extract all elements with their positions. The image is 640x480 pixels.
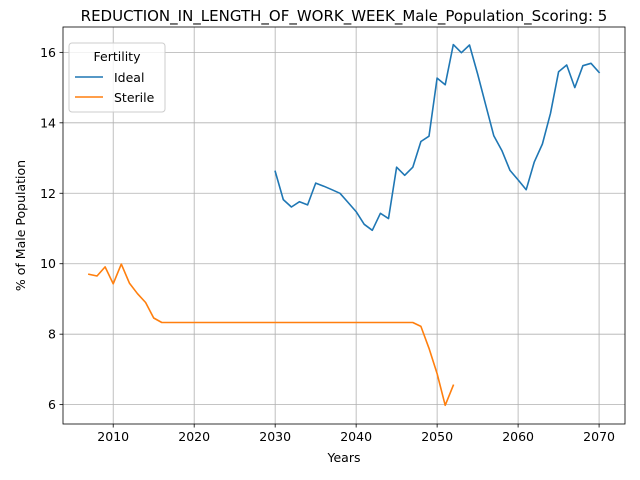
series-line-sterile	[87, 263, 455, 407]
x-tick-label: 2010	[97, 429, 129, 444]
legend-box	[68, 42, 166, 113]
series-line-ideal	[274, 43, 601, 232]
x-tick-label: 2070	[583, 429, 615, 444]
x-tick-label: 2060	[502, 429, 534, 444]
legend-label-ideal: Ideal	[114, 70, 144, 85]
legend-title: Fertility	[94, 49, 142, 64]
x-tick-label: 2030	[259, 429, 291, 444]
y-axis-label: % of Male Population	[13, 160, 28, 291]
legend: Fertility Ideal Sterile	[68, 42, 166, 113]
y-tick-label: 6	[48, 397, 56, 412]
x-tick-label: 2040	[340, 429, 372, 444]
y-tick-label: 10	[40, 256, 56, 271]
legend-label-sterile: Sterile	[114, 90, 155, 105]
plot-area-frame	[62, 26, 626, 425]
y-tick-label: 12	[40, 186, 56, 201]
x-axis-label: Years	[327, 450, 361, 465]
y-tick-label: 14	[40, 115, 56, 130]
y-tick-label: 16	[40, 45, 56, 60]
x-tick-label: 2050	[421, 429, 453, 444]
grid-lines	[63, 27, 625, 424]
chart-title: REDUCTION_IN_LENGTH_OF_WORK_WEEK_Male_Po…	[81, 7, 608, 26]
axis-ticks: 2010 2020 2030 2040 2050 2060 2070 6 8 10 12 14 16	[40, 45, 615, 444]
series-lines	[87, 43, 601, 407]
x-tick-label: 2020	[178, 429, 210, 444]
y-tick-label: 8	[48, 327, 56, 342]
